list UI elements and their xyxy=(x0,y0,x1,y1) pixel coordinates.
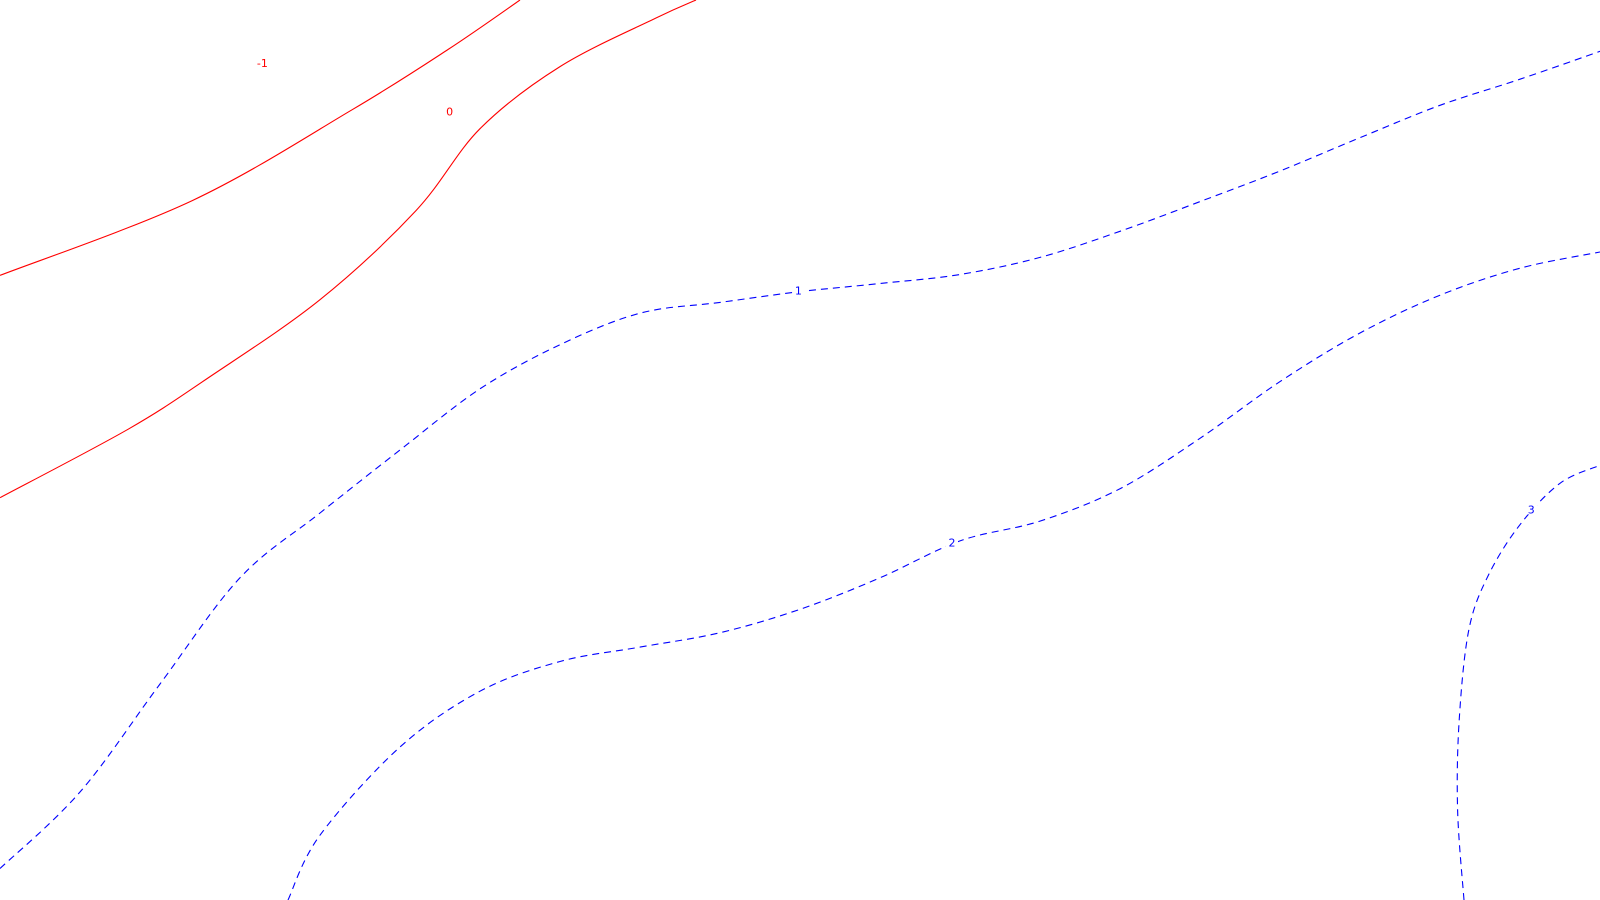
contour-label-background xyxy=(792,283,805,296)
contour-line-level-2 xyxy=(287,251,1600,900)
contour-line-level-0 xyxy=(0,0,697,499)
contour-line-level-3 xyxy=(1456,464,1600,900)
contour-line-level-neg1 xyxy=(0,0,521,276)
contour-label-background xyxy=(443,104,456,117)
contour-label-background xyxy=(1525,502,1538,515)
contour-label-background xyxy=(946,535,958,548)
contour-label-level-2: 2 xyxy=(949,537,956,550)
contour-label-level-neg1: -1 xyxy=(257,57,268,70)
contour-label-level-0: 0 xyxy=(446,106,453,119)
contour-line-level-1 xyxy=(0,50,1600,869)
contour-label-level-3: 3 xyxy=(1528,503,1535,516)
contour-label-background xyxy=(256,56,269,68)
contour-label-level-1: 1 xyxy=(795,285,802,298)
